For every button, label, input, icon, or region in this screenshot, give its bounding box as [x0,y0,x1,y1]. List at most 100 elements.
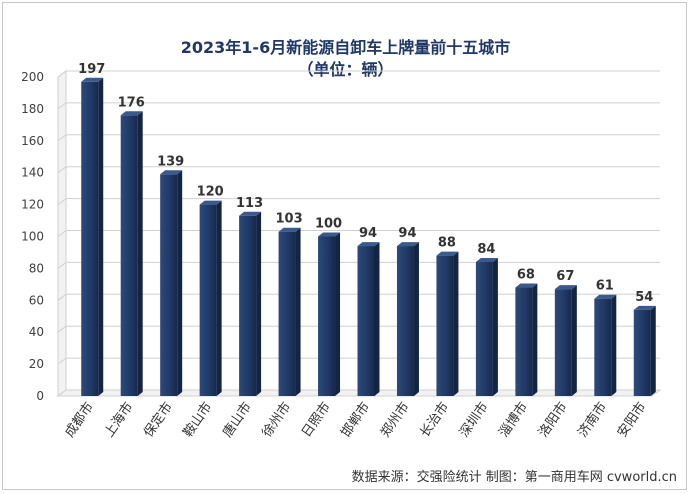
x-tick-label: 上海市 [101,399,136,440]
x-tick-label: 鞍山市 [180,399,215,440]
bar [318,236,336,396]
y-tick-label: 60 [29,293,44,307]
bar-top [633,305,656,310]
data-label: 54 [635,290,653,305]
gridline-side [57,70,67,78]
bar [436,255,454,396]
bar [120,115,138,396]
bar [475,262,493,396]
data-label: 94 [398,226,416,241]
bar-side [611,294,617,396]
source-note: 数据来源：交强险统计 制图：第一商用车网 cvworld.cn [351,470,677,485]
bar-top [594,294,617,299]
x-tick-label: 洛阳市 [535,399,570,440]
bar-top [396,242,419,247]
chart-frame [2,2,687,490]
bar-side [216,200,222,396]
y-tick-label: 80 [29,261,44,275]
bar [594,298,612,396]
gridline-side [57,166,67,174]
bar-side [374,242,380,396]
bar-side [650,305,656,396]
gridline-side [57,198,67,206]
x-tick-label: 唐山市 [219,399,254,440]
chart-subtitle: （单位：辆） [297,60,394,79]
bar-side [256,211,262,396]
y-tick-label: 140 [21,166,44,180]
y-tick-label: 120 [21,198,44,212]
y-tick-label: 180 [21,102,44,116]
gridline-side [57,293,67,301]
y-tick-label: 0 [36,389,44,403]
bar-top [160,170,183,175]
data-label: 197 [78,62,105,77]
gridline-side [57,230,67,237]
bar-side [177,170,183,396]
data-label: 120 [197,185,224,200]
x-tick-label: 日照市 [298,399,333,440]
gridline-side [57,134,67,142]
x-tick-label: 长治市 [417,399,452,440]
gridline-side [57,102,67,110]
x-tick-label: 淄博市 [496,399,531,440]
bar-side [413,242,419,396]
bar [515,287,533,396]
data-label: 68 [517,268,535,283]
data-label: 84 [477,242,495,257]
data-label: 103 [275,212,302,227]
x-tick-label: 郑州市 [377,399,412,440]
data-label: 139 [157,154,184,169]
chart-title: 2023年1-6月新能源自卸车上牌量前十五城市 [180,38,511,57]
bar [633,309,651,396]
bar-top [357,242,380,247]
bar-top [81,77,104,82]
bar-top [515,283,538,288]
gridline-side [57,389,67,397]
x-tick-label: 深圳市 [456,399,491,440]
x-tick-label: 邯郸市 [338,399,373,440]
bar-side [492,258,498,396]
y-tick-label: 40 [29,325,44,339]
bar-top [199,200,222,205]
bar-side [571,285,577,396]
bar [199,204,217,396]
bar [278,231,296,396]
gridline-side [57,357,67,365]
bar [160,174,178,396]
gridline-side [57,261,67,269]
bar-top [318,232,341,237]
x-tick-label: 徐州市 [259,399,294,440]
bar-side [453,251,459,396]
data-label: 94 [359,226,377,241]
data-label: 67 [556,269,574,284]
data-label: 61 [596,279,614,294]
data-label: 176 [118,95,145,110]
bar [554,289,572,396]
y-tick-label: 200 [21,70,44,84]
bar [239,215,257,396]
gridline-side [57,325,67,333]
bar-top [475,258,498,263]
bar [396,246,414,396]
bar [81,81,99,396]
bar-side [335,232,341,396]
x-tick-label: 安阳市 [614,399,649,440]
bar-top [239,211,262,216]
x-tick-label: 成都市 [62,399,97,440]
bar-side [532,283,538,396]
data-label: 100 [315,217,342,232]
bar-side [295,227,301,396]
bar-top [436,251,459,256]
bar-top [278,227,301,232]
data-label: 88 [438,236,456,251]
bar-side [137,111,143,396]
x-tick-label: 济南市 [575,399,610,440]
bar [357,246,375,396]
bar-side [98,77,104,396]
bar-top [120,111,143,116]
x-tick-label: 保定市 [140,399,175,440]
y-tick-label: 100 [21,230,44,244]
bar-top [554,285,577,290]
y-tick-label: 160 [21,134,44,148]
